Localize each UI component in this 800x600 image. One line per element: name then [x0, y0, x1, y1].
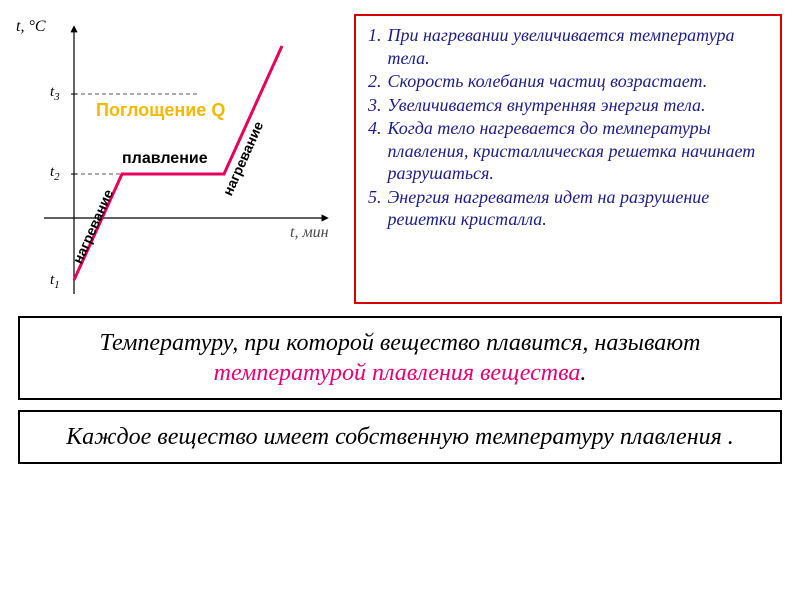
definition-box-1: Температуру, при которой вещество плавит…: [18, 316, 782, 400]
fact-2: 2.Скорость колебания частиц возрастает.: [368, 70, 768, 93]
fact-4: 4.Когда тело нагревается до температуры …: [368, 117, 768, 185]
facts-panel: 1.При нагревании увеличивается температу…: [354, 14, 782, 304]
tick-t1: t1: [50, 272, 60, 291]
fact-1: 1.При нагревании увеличивается температу…: [368, 24, 768, 69]
tick-t2: t2: [50, 164, 60, 183]
fact-5: 5.Энергия нагревателя идет на разрушение…: [368, 186, 768, 231]
melting-label: плавление: [122, 150, 208, 168]
fact-3: 3.Увеличивается внутренняя энергия тела.: [368, 94, 768, 117]
x-axis-label: t, мин: [290, 224, 329, 242]
tick-t3: t3: [50, 84, 60, 103]
y-axis-label: t, °C: [16, 18, 46, 36]
definition-box-2: Каждое вещество имеет собственную темпер…: [18, 410, 782, 464]
heating-curve-chart: t, °C t, мин t1 t2 t3 Поглощение Q плавл…: [14, 14, 344, 304]
absorption-q-label: Поглощение Q: [96, 100, 225, 121]
